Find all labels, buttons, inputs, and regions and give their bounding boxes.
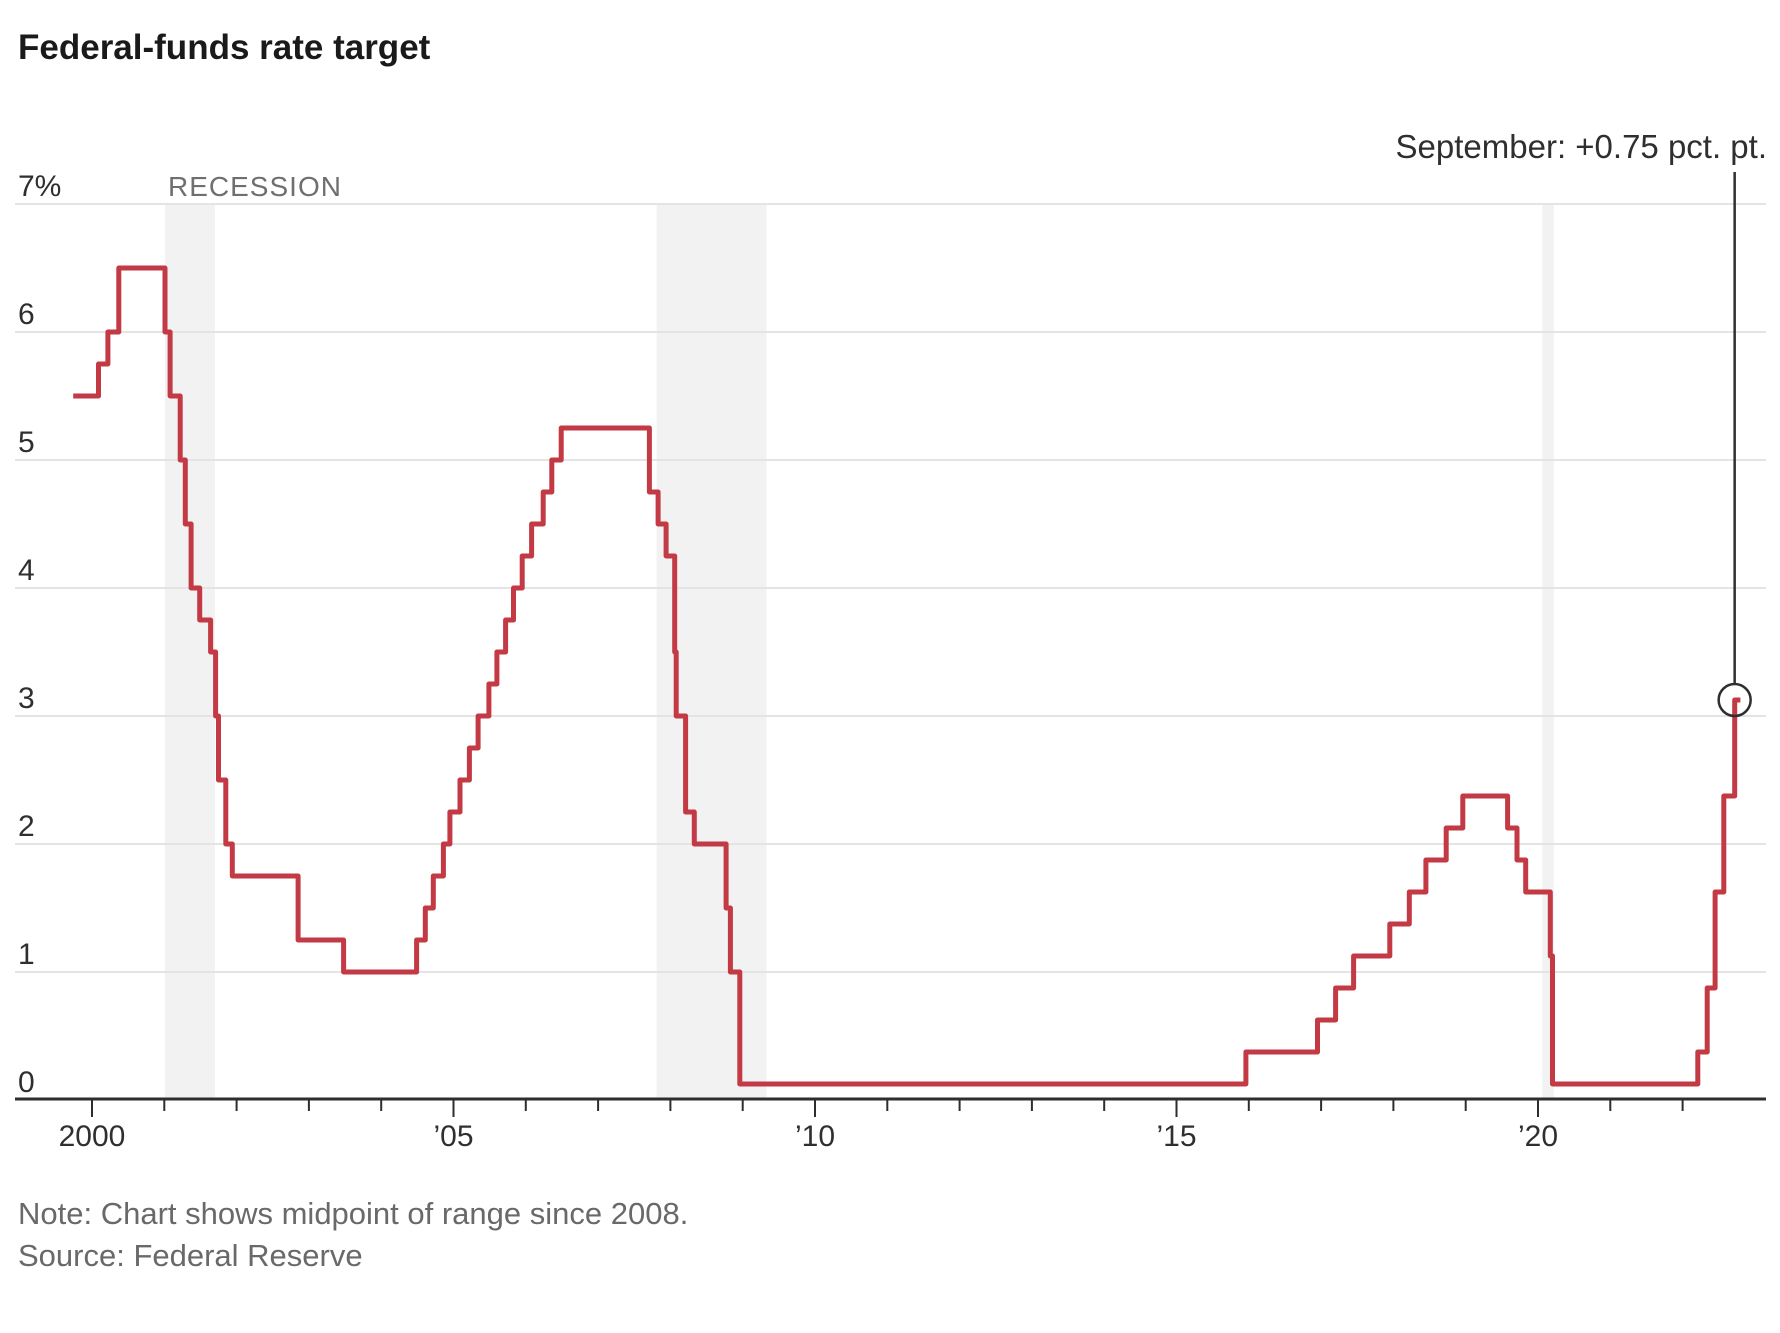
chart-note: Note: Chart shows midpoint of range sinc…: [18, 1196, 689, 1231]
chart-title: Federal-funds rate target: [18, 28, 431, 67]
annotation-point-circle: [1717, 682, 1752, 718]
x-axis-label-2010: ’10: [795, 1120, 835, 1153]
y-axis-label-2: 2: [18, 810, 35, 843]
y-axis-label-3: 3: [18, 682, 35, 715]
y-axis-label-0: 0: [18, 1066, 35, 1099]
y-axis-label-7: 7%: [18, 170, 61, 203]
y-axis-label-1: 1: [18, 938, 35, 971]
recession-label: RECESSION: [168, 171, 342, 202]
y-axis-label-6: 6: [18, 298, 35, 331]
annotation-label: September: +0.75 pct. pt.: [1396, 128, 1767, 165]
x-axis-label-2020: ’20: [1518, 1120, 1558, 1153]
rate-step-line: [73, 265, 1741, 1087]
y-axis-label-4: 4: [18, 554, 35, 587]
x-axis-label-2000: 2000: [59, 1120, 126, 1153]
chart-source: Source: Federal Reserve: [18, 1238, 363, 1273]
recession-band-2: [1542, 204, 1554, 1099]
x-axis-label-2005: ’05: [433, 1120, 473, 1153]
y-axis-label-5: 5: [18, 426, 35, 459]
recession-band-0: [165, 204, 215, 1099]
x-axis-label-2015: ’15: [1156, 1120, 1196, 1153]
